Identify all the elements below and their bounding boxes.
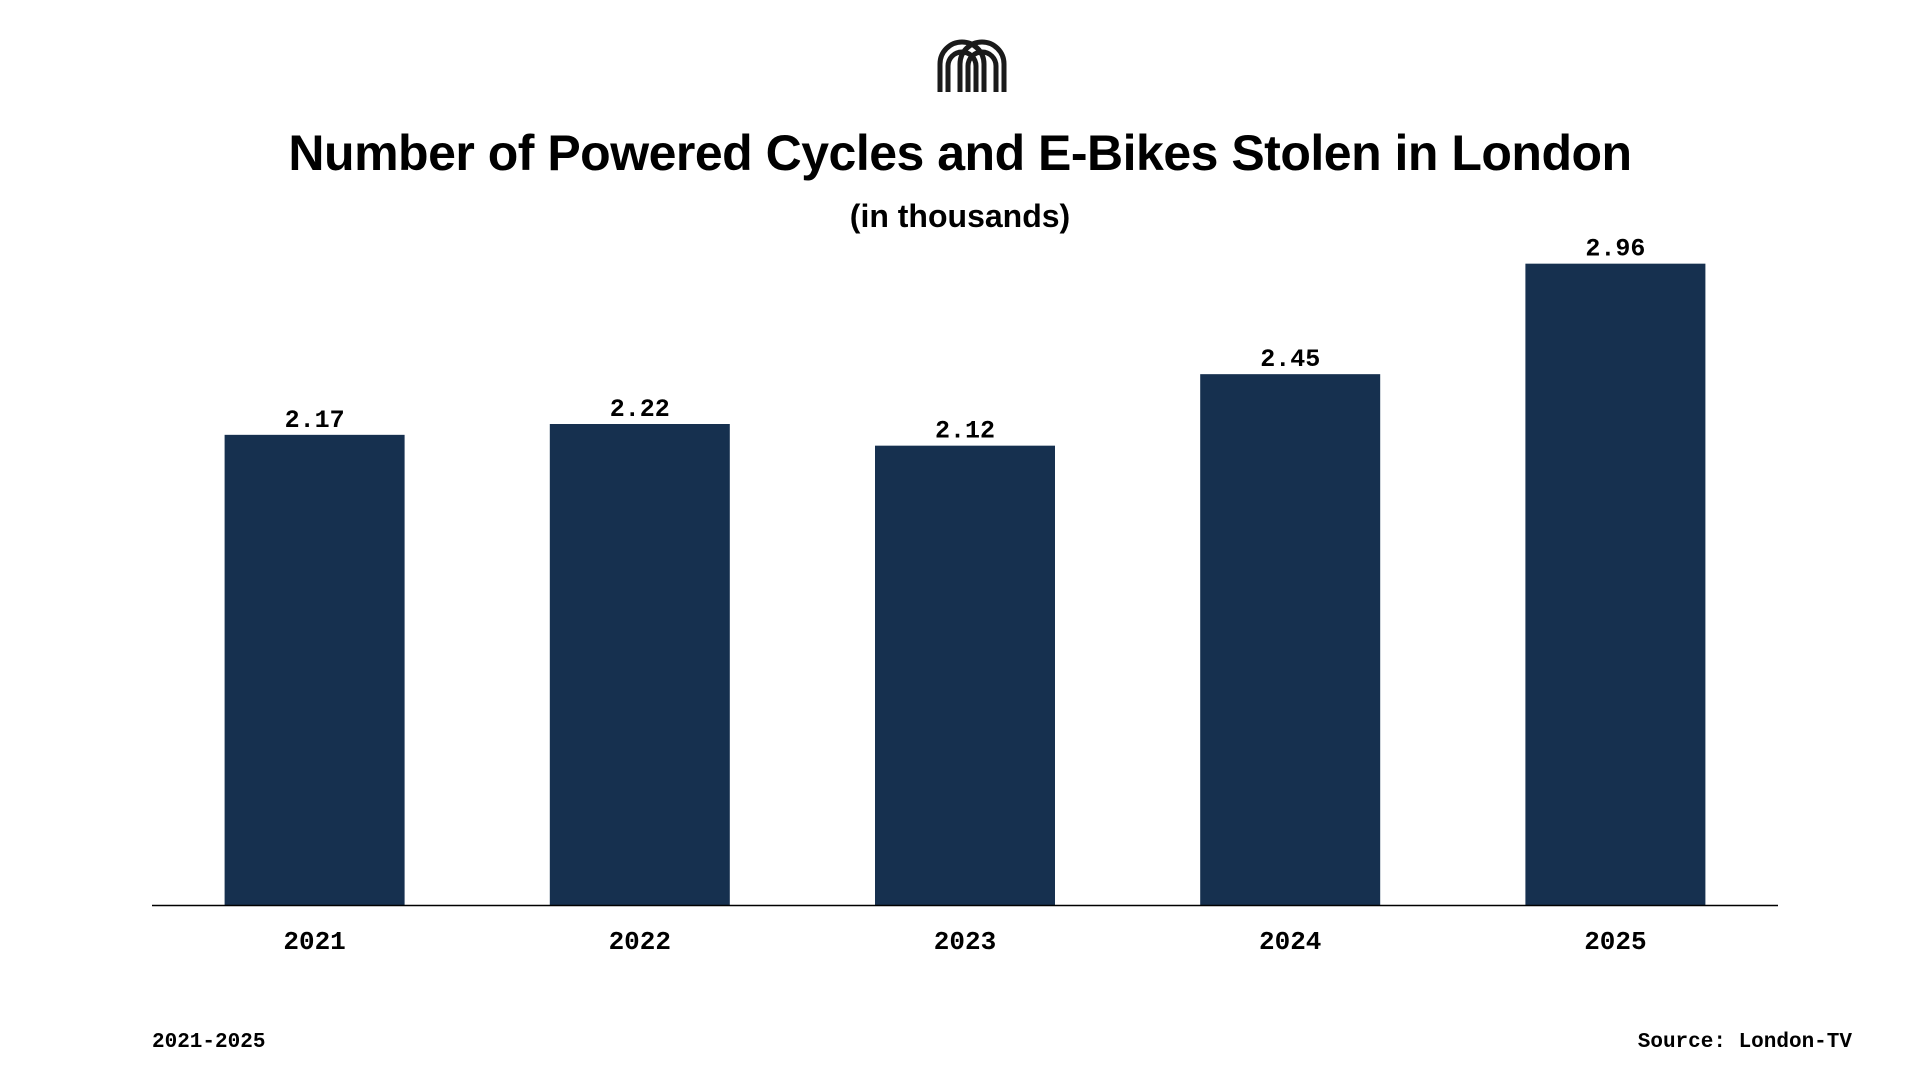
bar-2025 bbox=[1525, 263, 1706, 906]
bar-2021 bbox=[224, 434, 405, 905]
x-tick-label-2022: 2022 bbox=[609, 927, 671, 957]
value-label-2021: 2.17 bbox=[285, 406, 345, 435]
chart-title: Number of Powered Cycles and E-Bikes Sto… bbox=[288, 125, 1632, 181]
x-tick-label-2023: 2023 bbox=[934, 927, 996, 957]
period-label: 2021-2025 bbox=[152, 1031, 266, 1054]
value-label-2024: 2.45 bbox=[1260, 345, 1320, 374]
brand-logo-icon bbox=[937, 39, 1007, 92]
value-label-2022: 2.22 bbox=[610, 395, 670, 424]
source-label: Source: London-TV bbox=[1637, 1031, 1852, 1054]
bar-2024 bbox=[1200, 374, 1381, 906]
chart-subtitle: (in thousands) bbox=[849, 198, 1071, 234]
x-tick-label-2021: 2021 bbox=[283, 927, 345, 957]
value-label-2025: 2.96 bbox=[1585, 235, 1645, 264]
value-label-2023: 2.12 bbox=[935, 417, 995, 446]
x-tick-label-2025: 2025 bbox=[1584, 927, 1646, 957]
bar-2022 bbox=[549, 424, 730, 905]
bar-2023 bbox=[875, 445, 1055, 905]
x-tick-label-2024: 2024 bbox=[1259, 927, 1321, 957]
